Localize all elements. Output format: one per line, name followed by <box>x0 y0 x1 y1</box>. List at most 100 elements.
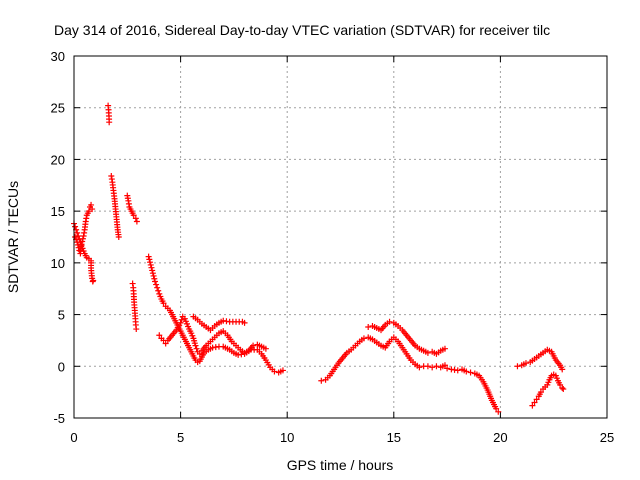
data-point <box>514 363 521 370</box>
y-tick-label: 25 <box>51 101 65 116</box>
data-point <box>560 386 567 393</box>
data-point <box>79 235 86 242</box>
x-axis-label: GPS time / hours <box>287 457 394 473</box>
data-point <box>444 365 451 372</box>
data-point <box>463 368 470 375</box>
x-tick-label: 20 <box>493 430 507 445</box>
series-mid-b <box>156 313 269 357</box>
data-point <box>160 300 167 307</box>
data-point <box>162 340 169 347</box>
data-point <box>78 241 85 248</box>
data-point <box>153 281 160 288</box>
data-point <box>416 364 423 371</box>
data-point <box>106 119 113 126</box>
data-point <box>495 408 502 415</box>
data-point <box>156 332 163 339</box>
data-point <box>149 270 156 277</box>
data-point <box>90 277 97 284</box>
data-point <box>360 335 367 342</box>
data-point <box>129 280 136 287</box>
data-point <box>155 287 162 294</box>
data-point <box>318 377 325 384</box>
data-point <box>88 201 95 208</box>
data-point <box>133 218 140 225</box>
data-point <box>250 342 257 349</box>
data-point <box>531 399 538 406</box>
data-point <box>522 360 529 367</box>
data-point <box>147 261 154 268</box>
data-point <box>537 389 544 396</box>
series-late-a <box>318 334 448 384</box>
data-point <box>151 275 158 282</box>
data-point <box>262 345 269 352</box>
series-drop-3 <box>129 280 140 333</box>
data-point <box>150 272 157 279</box>
series-mid-a <box>145 253 286 376</box>
series-end-a <box>514 346 566 373</box>
series-mid-c <box>190 313 248 334</box>
data-point <box>132 215 139 222</box>
data-point <box>85 208 92 215</box>
plot-frame <box>73 55 608 419</box>
data-point <box>365 323 372 330</box>
data-point <box>147 259 154 266</box>
y-tick-label: 20 <box>51 152 65 167</box>
data-point <box>72 223 79 230</box>
y-tick-label: 10 <box>51 256 65 271</box>
data-point <box>193 345 200 352</box>
grid <box>74 56 607 418</box>
data-point <box>149 267 156 274</box>
series-drop-2 <box>124 192 140 225</box>
data-point <box>154 284 161 291</box>
data-series <box>71 102 567 415</box>
data-point <box>79 238 86 245</box>
data-point <box>424 349 431 356</box>
data-point <box>241 319 248 326</box>
data-point <box>89 206 96 213</box>
data-point <box>467 369 474 376</box>
y-tick-label: 30 <box>51 49 65 64</box>
y-tick-label: -5 <box>53 411 65 426</box>
data-point <box>196 350 203 357</box>
y-axis-label: SDTVAR / TECUs <box>5 181 21 293</box>
data-point <box>433 363 440 370</box>
x-tick-label: 10 <box>280 430 294 445</box>
data-point <box>192 342 199 349</box>
x-tick-label: 5 <box>177 430 184 445</box>
series-late-c <box>444 365 502 415</box>
x-tick-label: 25 <box>600 430 614 445</box>
series-end-b <box>529 371 567 409</box>
data-point <box>559 366 566 373</box>
data-point <box>115 234 122 240</box>
data-point <box>441 362 448 369</box>
y-tick-label: 5 <box>58 308 65 323</box>
data-point <box>533 396 540 403</box>
series-late-b <box>365 318 448 357</box>
data-point <box>148 264 155 271</box>
data-point <box>493 405 500 412</box>
series-spike-1 <box>105 102 113 126</box>
data-point <box>133 326 140 333</box>
data-point <box>152 278 159 285</box>
data-point <box>130 212 137 219</box>
data-point <box>559 385 566 392</box>
data-point <box>271 368 278 375</box>
y-tick-label: 0 <box>58 359 65 374</box>
data-point <box>178 316 185 323</box>
series-early-c <box>88 259 97 285</box>
data-point <box>279 367 286 374</box>
data-point <box>74 239 81 246</box>
x-tick-label: 15 <box>387 430 401 445</box>
x-tick-label: 0 <box>70 430 77 445</box>
data-point <box>429 364 436 371</box>
data-point <box>74 241 81 248</box>
data-point <box>424 363 431 370</box>
data-point <box>74 229 81 236</box>
data-point <box>177 319 184 326</box>
data-point <box>145 253 152 260</box>
data-point <box>441 345 448 352</box>
series-early-b <box>72 201 96 257</box>
data-point <box>386 318 393 325</box>
